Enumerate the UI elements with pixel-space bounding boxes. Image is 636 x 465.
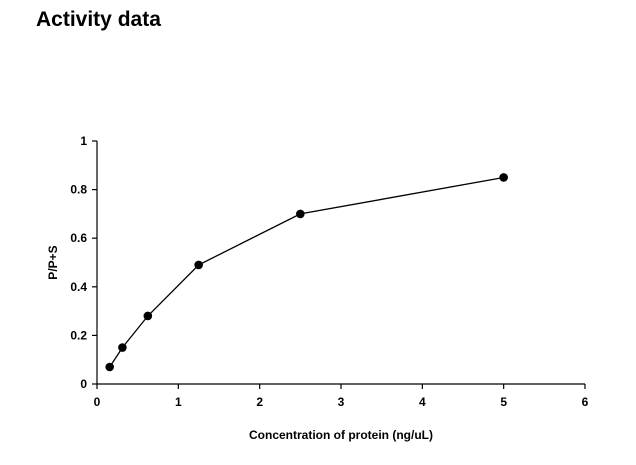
- y-axis-title: P/P+S: [46, 245, 60, 279]
- page-title: Activity data: [36, 8, 161, 31]
- y-tick-label: 1: [80, 134, 87, 148]
- y-tick-label: 0.4: [70, 280, 87, 294]
- x-axis-title: Concentration of protein (ng/uL): [249, 428, 433, 442]
- series-line: [109, 176, 504, 368]
- data-point: [296, 209, 305, 219]
- x-tick-label: 1: [175, 395, 182, 409]
- chart-series: [105, 173, 508, 372]
- x-tick-label: 4: [419, 395, 426, 409]
- x-tick-label: 0: [94, 395, 101, 409]
- chart-axes: [96, 141, 585, 385]
- x-tick-label: 3: [338, 395, 345, 409]
- y-axis-ticks: 0 0.2 0.4 0.6 0.8 1: [70, 134, 97, 391]
- x-tick-label: 6: [582, 395, 589, 409]
- data-point: [143, 311, 153, 321]
- data-point: [499, 173, 508, 182]
- data-point: [105, 362, 114, 372]
- y-tick-label: 0.2: [70, 328, 87, 342]
- data-point: [118, 343, 127, 352]
- x-axis-ticks: 0 1 2 3 4 5 6: [94, 384, 589, 409]
- data-point: [194, 260, 203, 270]
- y-tick-label: 0.8: [70, 183, 87, 197]
- x-tick-label: 2: [256, 395, 263, 409]
- x-tick-label: 5: [500, 395, 507, 409]
- y-tick-label: 0.6: [70, 231, 87, 245]
- y-tick-label: 0: [80, 377, 87, 391]
